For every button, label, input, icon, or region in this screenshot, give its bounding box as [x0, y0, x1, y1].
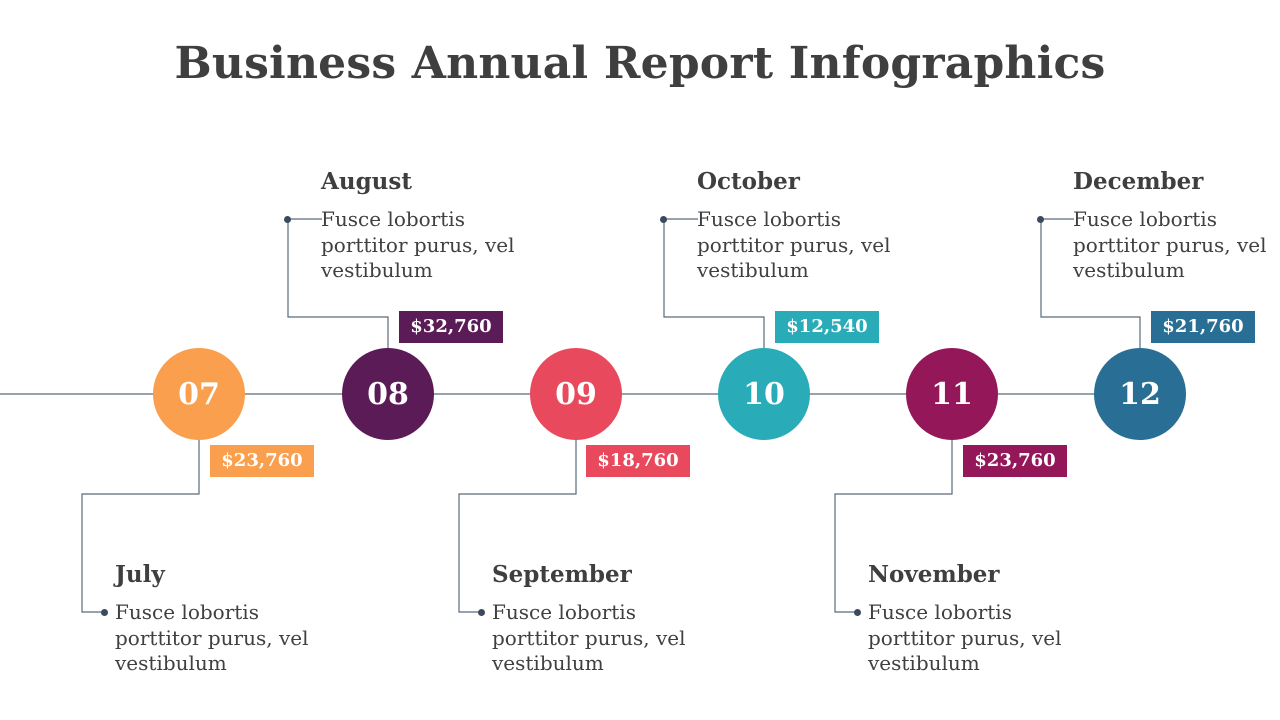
bullet-dot — [660, 216, 667, 223]
page-title: Business Annual Report Infographics — [174, 38, 1106, 89]
text-block-december: December Fusce lobortis porttitor purus,… — [1073, 169, 1273, 284]
connector-october — [663, 218, 765, 349]
connector-november — [834, 440, 953, 613]
amount-tag-december: $21,760 — [1151, 311, 1255, 343]
bullet-dot — [478, 609, 485, 616]
connector-august — [287, 218, 389, 349]
connector-december — [1040, 218, 1141, 349]
month-description: Fusce lobortis porttitor purus, vel vest… — [1073, 207, 1267, 282]
text-block-august: August Fusce lobortis porttitor purus, v… — [321, 169, 521, 284]
amount-tag-july: $23,760 — [210, 445, 314, 477]
bullet-dot — [1037, 216, 1044, 223]
text-block-july: July Fusce lobortis porttitor purus, vel… — [115, 562, 315, 677]
amount-tag-august: $32,760 — [399, 311, 503, 343]
text-block-october: October Fusce lobortis porttitor purus, … — [697, 169, 897, 284]
month-label: November — [868, 561, 1000, 588]
month-label: October — [697, 168, 800, 195]
milestone-circle-09: 09 — [530, 348, 622, 440]
month-label: December — [1073, 168, 1204, 195]
amount-tag-november: $23,760 — [963, 445, 1067, 477]
month-description: Fusce lobortis porttitor purus, vel vest… — [492, 600, 686, 675]
month-description: Fusce lobortis porttitor purus, vel vest… — [115, 600, 309, 675]
milestone-circle-11: 11 — [906, 348, 998, 440]
month-label: July — [115, 561, 165, 588]
milestone-circle-07: 07 — [153, 348, 245, 440]
month-description: Fusce lobortis porttitor purus, vel vest… — [697, 207, 891, 282]
amount-tag-september: $18,760 — [586, 445, 690, 477]
milestone-circle-08: 08 — [342, 348, 434, 440]
month-description: Fusce lobortis porttitor purus, vel vest… — [868, 600, 1062, 675]
month-label: September — [492, 561, 632, 588]
text-block-september: September Fusce lobortis porttitor purus… — [492, 562, 692, 677]
amount-tag-october: $12,540 — [775, 311, 879, 343]
text-block-november: November Fusce lobortis porttitor purus,… — [868, 562, 1068, 677]
connector-july — [81, 440, 200, 613]
connector-september — [458, 440, 577, 613]
milestone-circle-10: 10 — [718, 348, 810, 440]
bullet-dot — [284, 216, 291, 223]
month-description: Fusce lobortis porttitor purus, vel vest… — [321, 207, 515, 282]
bullet-dot — [101, 609, 108, 616]
bullet-dot — [854, 609, 861, 616]
milestone-circle-12: 12 — [1094, 348, 1186, 440]
month-label: August — [321, 168, 412, 195]
